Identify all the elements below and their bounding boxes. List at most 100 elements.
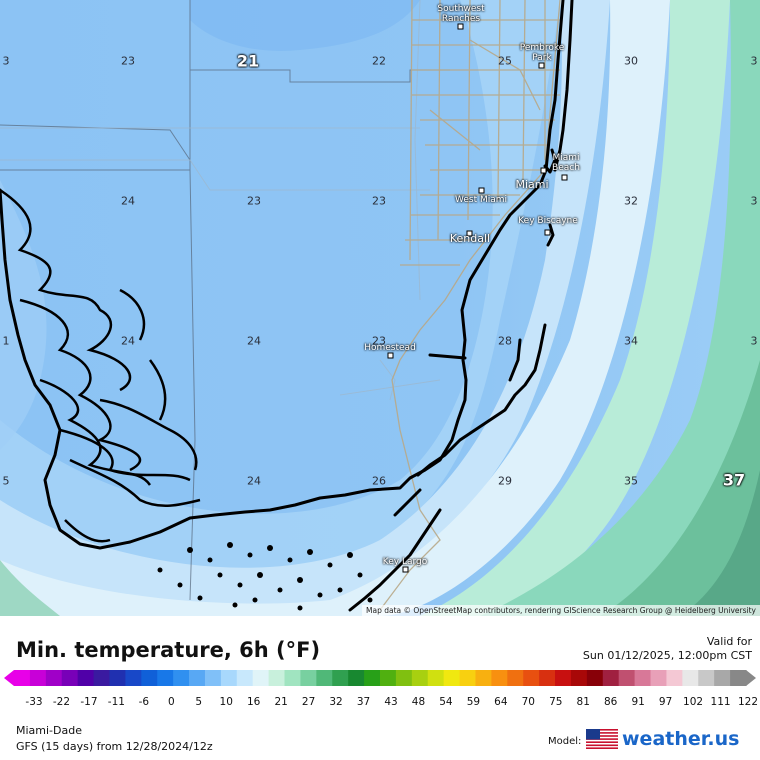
- temp-value: 3: [750, 334, 758, 348]
- scale-tick-label: 27: [301, 696, 316, 708]
- scale-swatch: [714, 670, 731, 686]
- temp-value: 1: [2, 334, 10, 348]
- scale-swatch: [29, 670, 47, 686]
- scale-tick-label: 81: [576, 696, 590, 708]
- temp-value: 29: [498, 474, 512, 488]
- scale-tick-label: 122: [737, 696, 759, 708]
- temp-value: 24: [247, 334, 261, 348]
- scale-swatch: [157, 670, 174, 686]
- brand-logo[interactable]: weather.us: [622, 728, 740, 750]
- scale-tick-label: 97: [658, 696, 673, 708]
- scale-swatch: [268, 670, 286, 686]
- legend-panel: Min. temperature, 6h (°F) Valid for Sun …: [0, 616, 760, 760]
- scale-tick-label: 32: [329, 696, 343, 708]
- scale-tick-label: 10: [219, 696, 233, 708]
- model-run: GFS (15 days) from 12/28/2024/12z: [16, 740, 213, 753]
- scale-swatch: [666, 670, 683, 686]
- temp-value: 34: [624, 334, 638, 348]
- scale-swatch: [204, 670, 222, 686]
- scale-swatch: [189, 670, 206, 686]
- temperature-map[interactable]: 3 23 21 22 25 30 3 24 23 23 32 3 1 24 24…: [0, 0, 760, 616]
- scale-tick-label: 111: [710, 696, 731, 708]
- scale-swatch: [507, 670, 524, 686]
- temp-value: 3: [2, 54, 10, 68]
- scale-swatch: [539, 670, 556, 686]
- scale-swatch: [252, 670, 270, 686]
- scale-tick-label: 0: [167, 696, 175, 708]
- map-canvas: [0, 0, 760, 616]
- scale-swatch: [61, 670, 79, 686]
- scale-tick-label: 91: [631, 696, 645, 708]
- temp-value: 22: [372, 54, 386, 68]
- temp-value: 37: [722, 470, 746, 490]
- scale-swatch: [634, 670, 652, 686]
- temp-value: 24: [121, 334, 135, 348]
- scale-swatch: [316, 670, 333, 686]
- valid-time: Valid for Sun 01/12/2025, 12:00pm CST: [583, 635, 752, 663]
- scale-tick-label: 43: [384, 696, 398, 708]
- scale-swatch: [173, 670, 190, 686]
- valid-label: Valid for: [706, 635, 752, 648]
- scale-tick-label: 86: [604, 696, 618, 708]
- scale-swatch: [77, 670, 95, 686]
- scale-tick-label: 54: [439, 696, 453, 708]
- scale-swatch: [555, 670, 572, 686]
- scale-swatch: [395, 670, 413, 686]
- scale-swatch: [586, 670, 604, 686]
- temp-value: 32: [624, 194, 638, 208]
- region-name: Miami-Dade: [16, 724, 82, 737]
- temp-value: 25: [498, 54, 512, 68]
- map-attribution: Map data © OpenStreetMap contributors, r…: [362, 605, 760, 616]
- scale-tick-label: 48: [411, 696, 426, 708]
- scale-tick-label: -22: [52, 696, 71, 708]
- scale-swatch: [602, 670, 620, 686]
- scale-swatch: [236, 670, 254, 686]
- scale-swatch: [300, 670, 317, 686]
- scale-tick-label: 64: [494, 696, 508, 708]
- scale-swatch: [220, 670, 238, 686]
- city-label: Pembroke Park: [519, 43, 565, 63]
- scale-tick-label: -17: [80, 696, 98, 708]
- temp-value: 24: [247, 474, 261, 488]
- temp-value: 23: [247, 194, 261, 208]
- scale-swatch: [380, 670, 397, 686]
- temp-value: 23: [121, 54, 135, 68]
- city-label: Homestead: [364, 343, 416, 353]
- scale-swatch: [459, 670, 476, 686]
- scale-arrow-right: [746, 670, 756, 686]
- city-label: Southwest Ranches: [437, 4, 485, 24]
- scale-swatch: [93, 670, 110, 686]
- scale-swatch: [45, 670, 63, 686]
- scale-tick-label: 5: [195, 696, 203, 708]
- scale-swatch: [332, 670, 349, 686]
- scale-swatch: [650, 670, 667, 686]
- scale-swatch: [141, 670, 158, 686]
- temp-value: 35: [624, 474, 638, 488]
- scale-tick-label: -11: [107, 696, 125, 708]
- scale-swatch: [682, 670, 699, 686]
- city-label: Kendall: [449, 232, 491, 245]
- model-label: Model:: [548, 736, 582, 747]
- temp-value: 3: [750, 54, 758, 68]
- scale-tick-label: 59: [466, 696, 481, 708]
- scale-swatch: [14, 670, 31, 686]
- scale-swatch: [475, 670, 492, 686]
- city-label: Miami Beach: [552, 153, 580, 173]
- temp-value: 24: [121, 194, 135, 208]
- scale-tick-label: 37: [356, 696, 371, 708]
- color-scale: [4, 670, 756, 686]
- temp-value: 21: [236, 51, 260, 71]
- scale-swatch: [109, 670, 126, 686]
- scale-tick-label: 21: [274, 696, 288, 708]
- us-flag-icon: [586, 729, 618, 749]
- scale-swatch: [730, 670, 747, 686]
- city-label: Key Largo: [382, 557, 428, 567]
- temp-value: 26: [372, 474, 386, 488]
- scale-tick-label: 75: [549, 696, 563, 708]
- scale-swatch: [570, 670, 588, 686]
- scale-tick-label: -6: [138, 696, 150, 708]
- temp-value: 23: [372, 194, 386, 208]
- scale-swatch: [491, 670, 508, 686]
- scale-arrow-left: [4, 670, 14, 686]
- temp-value: 30: [624, 54, 638, 68]
